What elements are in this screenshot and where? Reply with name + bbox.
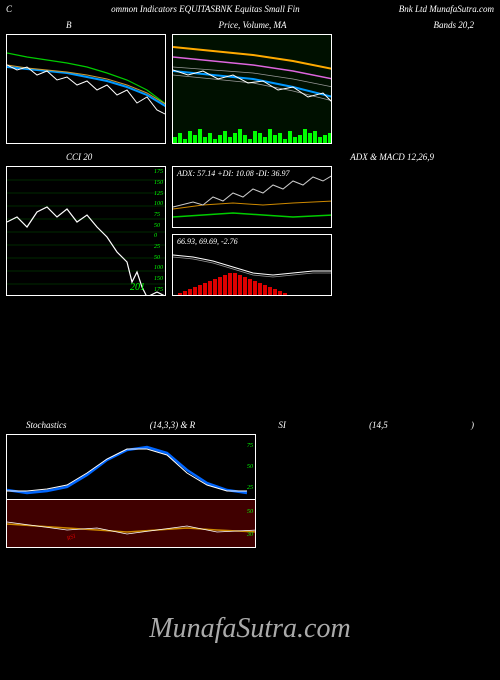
r1-right: Bands 20,2 [433, 20, 474, 30]
chart-price-ma-right [172, 34, 332, 144]
chart-cci: 175150125100755002550100150175201 [6, 166, 166, 296]
r3-c: SI [278, 420, 286, 430]
r3-l: Stochastics [26, 420, 67, 430]
r1-center: Price, Volume, MA [219, 20, 287, 30]
r3-rm: (14,5 [369, 420, 388, 430]
hdr-left: C [6, 4, 12, 14]
r1-left: B [66, 20, 72, 30]
hdr-center: ommon Indicators EQUITASBNK Equitas Smal… [111, 4, 300, 14]
chart-macd: 66.93, 69.69, -2.76 [172, 234, 332, 296]
r3-r: ) [471, 420, 474, 430]
r2-right: ADX & MACD 12,26,9 [350, 152, 434, 162]
chart-stochastics: 755025 [6, 434, 256, 500]
chart-rsi: 5030RSI [6, 500, 256, 548]
chart-price-ma-left [6, 34, 166, 144]
r3-cl: (14,3,3) & R [150, 420, 196, 430]
chart-adx: ADX: 57.14 +DI: 10.08 -DI: 36.97 [172, 166, 332, 228]
hdr-right: Bnk Ltd MunafaSutra.com [399, 4, 494, 14]
r2-left: CCI 20 [66, 152, 92, 162]
watermark: MunafaSutra.com [0, 613, 500, 645]
